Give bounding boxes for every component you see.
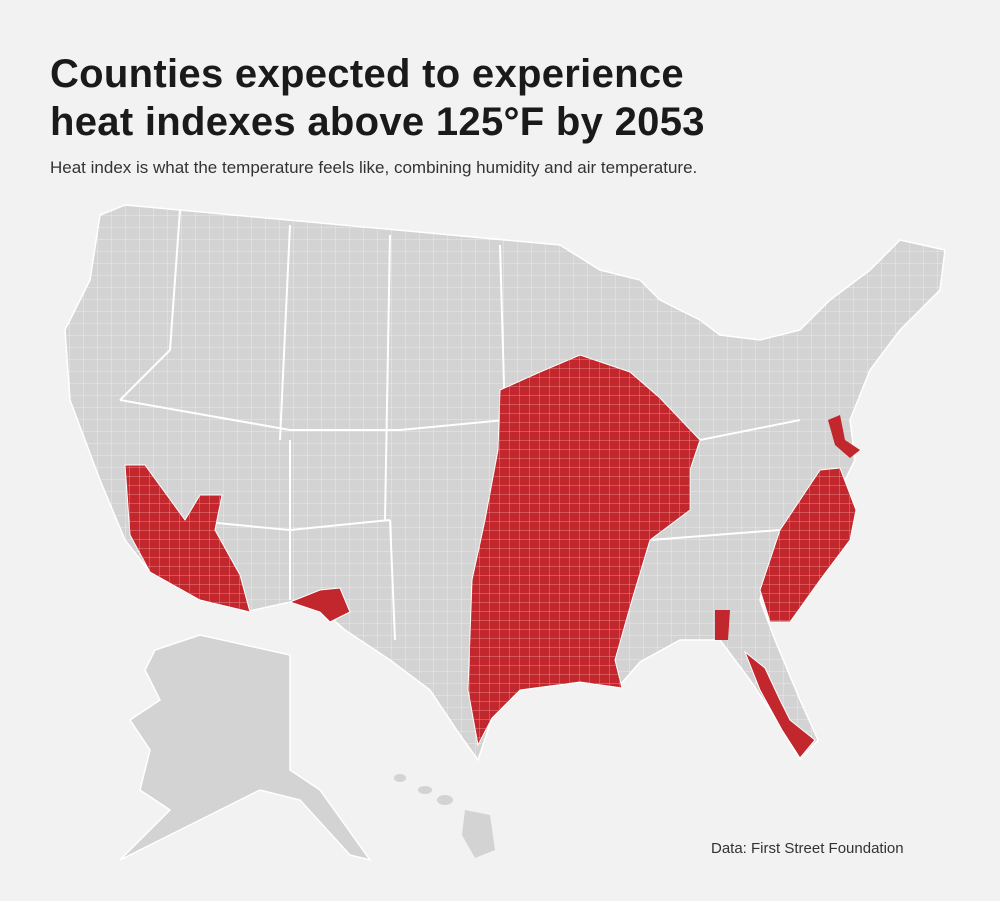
affected-region-georgia bbox=[715, 610, 730, 640]
subtitle: Heat index is what the temperature feels… bbox=[50, 158, 698, 177]
page-title: Counties expected to experience heat ind… bbox=[50, 50, 705, 146]
title-line-2: heat indexes above 125°F by 2053 bbox=[50, 100, 705, 144]
affected-region-delmarva bbox=[828, 415, 860, 458]
affected-region-florida bbox=[743, 650, 816, 759]
alaska bbox=[119, 634, 372, 862]
affected-counties bbox=[124, 354, 860, 759]
source-credit: Data: First Street Foundation bbox=[711, 840, 904, 857]
title-line-1: Counties expected to experience bbox=[50, 52, 684, 96]
affected-region-west-texas bbox=[288, 587, 351, 623]
hawaii bbox=[394, 774, 495, 858]
